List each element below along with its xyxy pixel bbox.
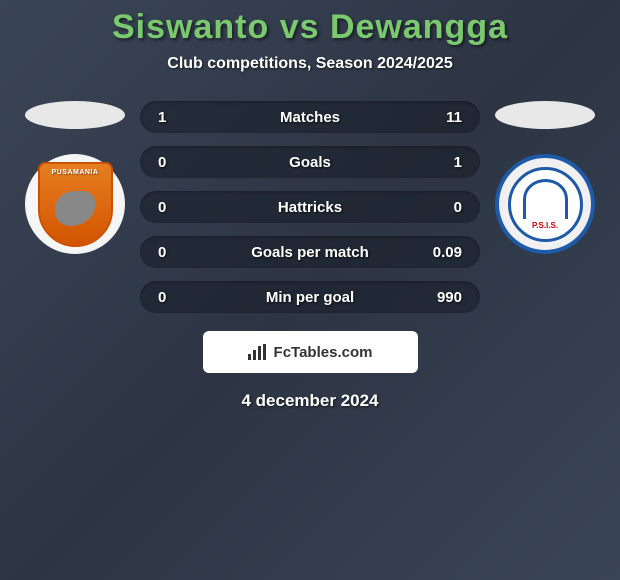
stat-right-value: 0 — [427, 199, 462, 216]
stat-label: Min per goal — [266, 289, 354, 306]
stat-label: Hattricks — [278, 199, 342, 216]
stat-row-hattricks: 0 Hattricks 0 — [140, 191, 480, 223]
stat-left-value: 0 — [158, 244, 193, 261]
club-right-label: P.S.I.S. — [532, 221, 558, 230]
club-logo-left — [25, 154, 125, 254]
stat-right-value: 1 — [427, 154, 462, 171]
club-logo-right: P.S.I.S. — [495, 154, 595, 254]
stat-row-matches: 1 Matches 11 — [140, 101, 480, 133]
stat-left-value: 0 — [158, 199, 193, 216]
stat-label: Goals per match — [251, 244, 369, 261]
logo-inner-circle: P.S.I.S. — [508, 167, 583, 242]
stats-area: 1 Matches 11 0 Goals 1 0 Hattricks 0 0 G… — [0, 101, 620, 313]
player-left-column — [25, 101, 125, 254]
stat-right-value: 11 — [427, 109, 462, 126]
stat-label: Goals — [289, 154, 331, 171]
stat-right-value: 0.09 — [427, 244, 462, 261]
stat-label: Matches — [280, 109, 340, 126]
stats-column: 1 Matches 11 0 Goals 1 0 Hattricks 0 0 G… — [140, 101, 480, 313]
page-title: Siswanto vs Dewangga — [0, 8, 620, 47]
player-left-avatar — [25, 101, 125, 129]
stat-left-value: 0 — [158, 154, 193, 171]
stat-row-goals-per-match: 0 Goals per match 0.09 — [140, 236, 480, 268]
bar-chart-icon — [248, 344, 268, 360]
comparison-card: Siswanto vs Dewangga Club competitions, … — [0, 0, 620, 411]
arch-icon — [523, 179, 568, 219]
stat-left-value: 0 — [158, 289, 193, 306]
player-right-column: P.S.I.S. — [495, 101, 595, 254]
brand-text: FcTables.com — [274, 344, 373, 361]
shield-icon — [38, 162, 113, 247]
date-text: 4 december 2024 — [0, 391, 620, 411]
stat-right-value: 990 — [427, 289, 462, 306]
page-subtitle: Club competitions, Season 2024/2025 — [0, 55, 620, 73]
stat-row-goals: 0 Goals 1 — [140, 146, 480, 178]
stat-row-min-per-goal: 0 Min per goal 990 — [140, 281, 480, 313]
dolphin-icon — [55, 191, 95, 226]
stat-left-value: 1 — [158, 109, 193, 126]
player-right-avatar — [495, 101, 595, 129]
brand-card[interactable]: FcTables.com — [203, 331, 418, 373]
